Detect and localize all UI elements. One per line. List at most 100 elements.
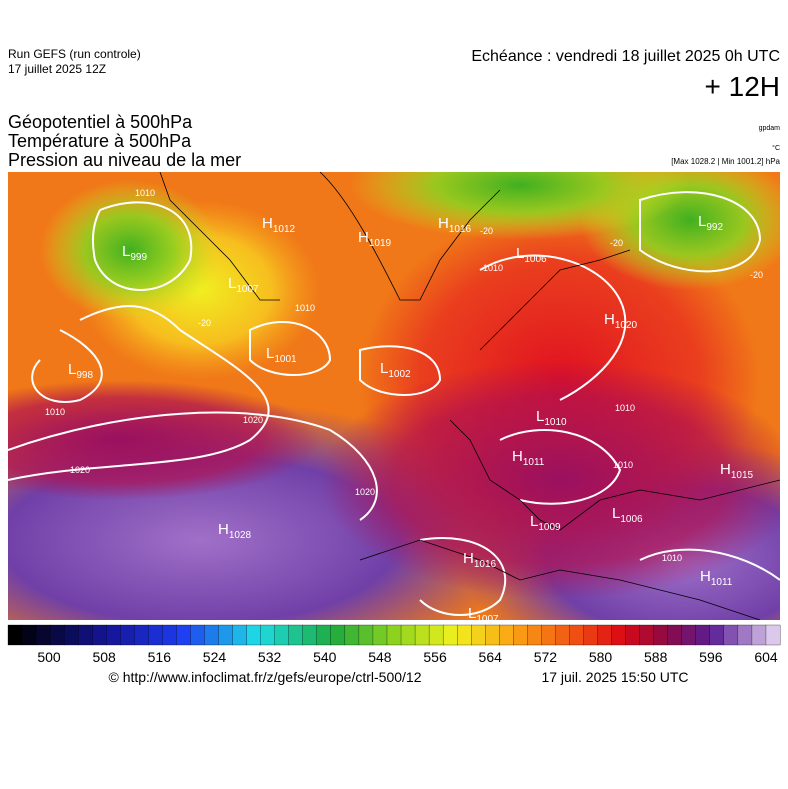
colorbar-label: 564 <box>479 649 503 665</box>
run: Run GEFS (run controle) <box>8 47 141 61</box>
generated: 17 juil. 2025 15:50 UTC <box>541 669 688 685</box>
colorbar-swatch <box>667 624 683 646</box>
field: Pression au niveau de la mer <box>8 150 241 170</box>
colorbar-swatch <box>204 624 219 646</box>
contour-label: 1010 <box>135 188 155 198</box>
colorbar-swatch <box>162 624 177 646</box>
source: © http://www.infoclimat.fr/z/gefs/europe… <box>108 669 421 685</box>
colorbar-label: 532 <box>258 649 282 665</box>
colorbar-swatch <box>695 624 711 646</box>
colorbar-swatch <box>583 624 598 646</box>
pressure-center: H1020 <box>604 311 638 331</box>
field: Géopotentiel à 500hPa <box>8 112 193 132</box>
colorbar-swatch <box>7 624 23 646</box>
contour-label: 1020 <box>355 487 375 497</box>
colorbar-swatch <box>344 624 360 646</box>
contour-label: 1020 <box>70 465 90 475</box>
colorbar-label: 524 <box>203 649 227 665</box>
unit: °C <box>772 144 780 152</box>
colorbar-swatch <box>176 624 191 646</box>
colorbar-label: 580 <box>589 649 613 665</box>
pressure-center: L1006 <box>516 245 547 265</box>
contour-label: -20 <box>750 270 763 280</box>
valid: Echéance : vendredi 18 juillet 2025 0h U… <box>471 48 780 65</box>
pressure-center: H1011 <box>700 568 733 588</box>
colorbar-swatch <box>737 624 753 646</box>
unit: gpdam <box>759 125 781 132</box>
contour-label: 1010 <box>615 403 635 413</box>
colorbar-label: 548 <box>368 649 392 665</box>
pressure-center: H1019 <box>358 229 392 249</box>
pressure-center: L1006 <box>612 505 643 525</box>
colorbar-swatch <box>232 624 248 646</box>
colorbar-label: 516 <box>148 649 172 665</box>
colorbar-swatch <box>513 624 528 646</box>
colorbar-swatch <box>302 624 318 646</box>
lead: + 12H <box>705 71 781 102</box>
colorbar-swatch <box>681 624 697 646</box>
contour-label: 1010 <box>613 460 633 470</box>
contour-label: 1010 <box>662 553 682 563</box>
colorbar-swatch <box>78 624 93 646</box>
run-date: 17 juillet 2025 12Z <box>8 62 106 76</box>
contour-label: -20 <box>610 238 623 248</box>
colorbar-swatch <box>414 624 430 646</box>
colorbar-swatch <box>190 624 205 646</box>
pressure-center: L999 <box>122 243 147 263</box>
contour-label: -20 <box>480 226 493 236</box>
colorbar-swatch <box>21 624 37 646</box>
colorbar-swatch <box>260 624 276 646</box>
colorbar-swatch <box>709 624 725 646</box>
colorbar-swatch <box>611 624 627 646</box>
pressure-center: L1002 <box>380 360 411 380</box>
colorbar-swatch <box>288 624 304 646</box>
colorbar-swatch <box>120 624 135 646</box>
pressure-center: L1007 <box>468 605 499 625</box>
colorbar-label: 540 <box>313 649 337 665</box>
colorbar-swatch <box>597 624 613 646</box>
pressure-center: L998 <box>68 361 93 381</box>
colorbar-swatch <box>541 624 556 646</box>
colorbar-swatch <box>485 624 500 646</box>
pressure-center: H1012 <box>262 215 296 235</box>
colorbar-swatch <box>639 624 655 646</box>
colorbar-swatch <box>372 624 388 646</box>
pressure-center: H1016 <box>463 550 497 570</box>
contour-label: 1010 <box>45 407 65 417</box>
colorbar-label: 588 <box>644 649 668 665</box>
colorbar-swatch <box>457 624 472 646</box>
pressure-center: L1009 <box>530 513 561 533</box>
field: Température à 500hPa <box>8 131 192 151</box>
colorbar-swatch <box>49 624 65 646</box>
pressure-center: H1011 <box>512 448 545 468</box>
colorbar-swatch <box>218 624 234 646</box>
unit: [Max 1028.2 | Min 1001.2] hPa <box>671 157 780 166</box>
colorbar-swatch <box>35 624 51 646</box>
colorbar-swatch <box>569 624 584 646</box>
pressure-center: L1001 <box>266 345 297 365</box>
colorbar-label: 508 <box>92 649 116 665</box>
contour-label: -20 <box>198 318 211 328</box>
colorbar-swatch <box>471 624 486 646</box>
colorbar-label: 500 <box>37 649 61 665</box>
colorbar-swatch <box>106 624 121 646</box>
colorbar-swatch <box>274 624 290 646</box>
colorbar-swatch <box>148 624 163 646</box>
colorbar-swatch <box>386 624 402 646</box>
colorbar-swatch <box>527 624 542 646</box>
colorbar-swatch <box>330 624 346 646</box>
colorbar-swatch <box>723 624 739 646</box>
colorbar-swatch <box>246 624 262 646</box>
colorbar-label: 596 <box>699 649 723 665</box>
colorbar-swatch <box>625 624 641 646</box>
pressure-center: L1010 <box>536 408 567 428</box>
colorbar-label: 604 <box>754 649 778 665</box>
contour-label: 1020 <box>243 415 263 425</box>
colorbar-swatch <box>499 624 514 646</box>
colorbar-swatch <box>92 624 107 646</box>
pressure-center: H1015 <box>720 461 754 481</box>
colorbar-swatch <box>316 624 332 646</box>
pressure-center: H1016 <box>438 215 472 235</box>
colorbar-swatch <box>63 624 79 646</box>
pressure-center: L992 <box>698 213 723 233</box>
